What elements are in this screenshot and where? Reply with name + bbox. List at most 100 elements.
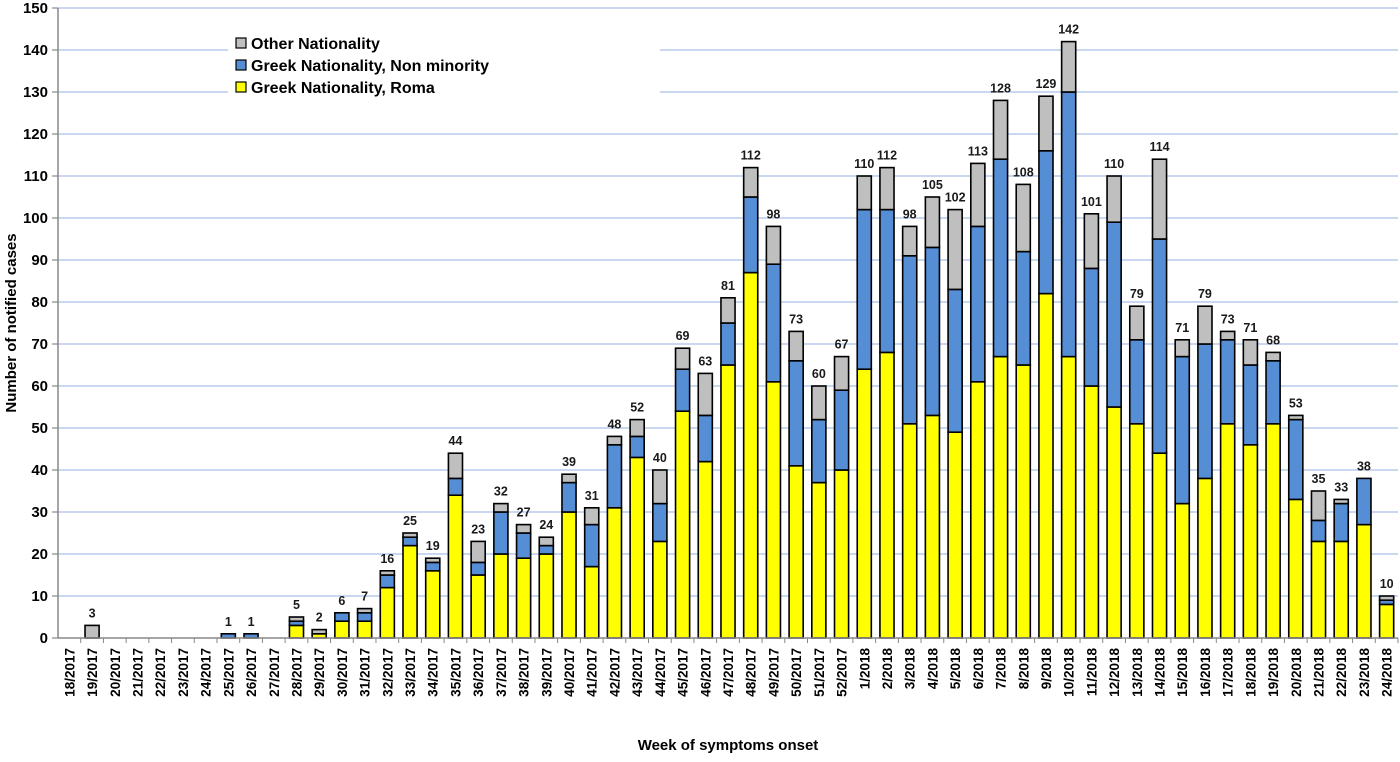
bar-segment-other: [1038, 95, 1054, 152]
x-tick-label: 16/2018: [1198, 648, 1213, 697]
y-tick-label: 100: [23, 210, 48, 227]
data-label: 79: [1130, 287, 1144, 301]
x-tick-label: 44/2017: [653, 648, 668, 697]
data-label: 63: [698, 354, 712, 368]
bar-segment-roma: [1378, 603, 1395, 639]
x-tick-label: 20/2018: [1289, 648, 1304, 697]
bar-segment-roma: [1333, 540, 1350, 639]
bar-segment-other: [379, 569, 396, 576]
bar-segment-non-minority: [969, 225, 986, 383]
bar-segment-roma: [1219, 422, 1236, 639]
bar-segment-other: [356, 607, 373, 614]
bar-segment-non-minority: [1242, 364, 1259, 446]
bar-segment-roma: [674, 410, 691, 639]
bar-segment-roma: [924, 414, 941, 639]
data-label: 39: [562, 455, 576, 469]
x-tick-label: 5/2018: [948, 648, 963, 690]
y-tick-label: 20: [31, 546, 48, 563]
bar-segment-non-minority: [947, 288, 963, 433]
data-label: 38: [1357, 459, 1371, 473]
bar-segment-other: [583, 506, 600, 526]
data-label: 35: [1312, 472, 1326, 486]
x-tick-label: 21/2017: [130, 648, 145, 697]
data-label: 2: [316, 611, 323, 625]
data-label: 113: [968, 144, 988, 158]
bar-segment-roma: [1265, 422, 1281, 639]
x-tick-label: 12/2018: [1107, 648, 1122, 697]
bar-segment-non-minority: [1310, 519, 1327, 543]
bar-segment-non-minority: [1287, 418, 1304, 501]
data-label: 108: [1013, 165, 1034, 179]
bar-segment-other: [879, 166, 895, 211]
data-label: 71: [1175, 321, 1189, 335]
x-tick-label: 24/2018: [1380, 648, 1395, 697]
bar-segment-non-minority: [697, 414, 714, 463]
bar-segment-roma: [470, 574, 487, 639]
data-label: 142: [1058, 23, 1079, 37]
x-axis-title: Week of symptoms onset: [638, 737, 819, 754]
x-tick-label: 46/2017: [698, 648, 713, 697]
y-tick-label: 90: [31, 252, 48, 269]
bar-segment-non-minority: [424, 561, 441, 572]
data-label: 69: [676, 329, 690, 343]
x-tick-label: 52/2017: [835, 648, 850, 697]
bar-segment-other: [697, 372, 714, 417]
x-tick-label: 8/2018: [1016, 648, 1031, 690]
bar-segment-other: [1106, 175, 1122, 224]
bar-segment-non-minority: [674, 368, 691, 413]
x-tick-label: 2/2018: [880, 648, 895, 690]
bar-segment-other: [924, 196, 941, 249]
data-label: 6: [338, 594, 345, 608]
x-tick-label: 1/2018: [857, 648, 872, 690]
x-tick-label: 22/2017: [153, 648, 168, 697]
bar-segment-non-minority: [356, 611, 373, 622]
x-tick-label: 18/2017: [62, 648, 77, 697]
bar-segment-roma: [1060, 355, 1077, 639]
y-tick-label: 30: [31, 504, 48, 521]
x-tick-label: 26/2017: [244, 648, 259, 697]
data-label: 101: [1081, 195, 1102, 209]
bar-segment-roma: [1287, 498, 1304, 639]
bar-segment-non-minority: [470, 561, 487, 576]
bar-segment-other: [470, 540, 487, 564]
bar-segment-non-minority: [379, 574, 396, 589]
data-label: 102: [945, 191, 966, 205]
data-label: 129: [1036, 77, 1057, 91]
bar-segment-roma: [629, 456, 645, 639]
data-label: 1: [248, 615, 255, 629]
bar-segment-roma: [561, 511, 577, 639]
bar-segment-other: [1083, 213, 1100, 270]
bar-segment-roma: [1356, 523, 1372, 639]
data-label: 68: [1266, 333, 1280, 347]
x-tick-label: 13/2018: [1130, 648, 1145, 697]
bar-segment-other: [1174, 338, 1191, 358]
x-tick-label: 32/2017: [380, 648, 395, 697]
data-label: 79: [1198, 287, 1212, 301]
bar-segment-roma: [424, 569, 441, 639]
data-label: 128: [990, 81, 1011, 95]
bar-segment-other: [1378, 595, 1395, 601]
bar-segment-other: [811, 385, 827, 421]
bar-segment-roma: [992, 355, 1009, 639]
bar-segment-non-minority: [765, 263, 782, 383]
bar-segment-non-minority: [1015, 250, 1032, 366]
bar-segment-roma: [901, 422, 918, 639]
bar-segment-other: [969, 162, 986, 228]
x-tick-label: 28/2017: [289, 648, 304, 697]
bar-segment-other: [606, 435, 623, 446]
bar-segment-non-minority: [1265, 359, 1281, 425]
y-tick-label: 50: [31, 420, 48, 437]
data-label: 7: [361, 590, 368, 604]
x-tick-label: 35/2017: [448, 648, 463, 697]
bar-segment-non-minority: [493, 511, 509, 555]
x-tick-label: 34/2017: [426, 648, 441, 697]
bar-segment-roma: [334, 620, 350, 639]
x-tick-label: 36/2017: [471, 648, 486, 697]
bar-segment-non-minority: [1083, 267, 1100, 387]
data-label: 31: [585, 489, 599, 503]
bar-segment-non-minority: [1219, 338, 1236, 425]
bar-segment-other: [311, 628, 328, 635]
data-label: 27: [517, 506, 531, 520]
data-label: 3: [89, 606, 96, 620]
bar-segment-roma: [879, 351, 895, 639]
